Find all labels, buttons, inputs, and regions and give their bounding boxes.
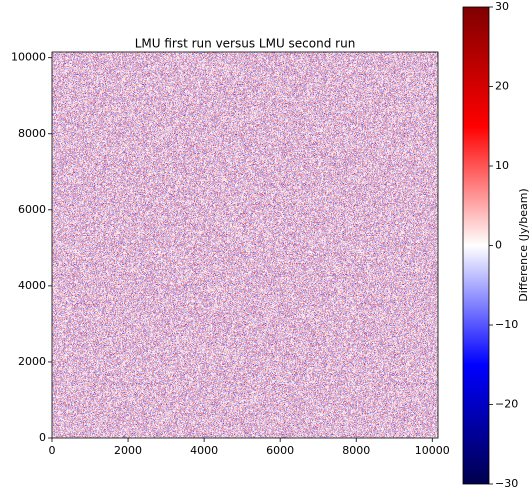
- x-tick-label: 0: [49, 444, 56, 457]
- y-tick-label: 8000: [18, 127, 46, 140]
- colorbar-tick-label: 20: [495, 80, 509, 93]
- chart-title: LMU first run versus LMU second run: [135, 37, 356, 51]
- x-tick-label: 8000: [342, 444, 370, 457]
- x-tick-label: 10000: [415, 444, 450, 457]
- y-tick-label: 10000: [11, 51, 46, 64]
- colorbar-tick-label: −10: [495, 318, 518, 331]
- heatmap-image: [52, 52, 438, 438]
- colorbar-tick-label: −20: [495, 398, 518, 411]
- colorbar-label: Difference (Jy/beam): [517, 188, 530, 301]
- x-tick-label: 4000: [190, 444, 218, 457]
- colorbar: [463, 7, 489, 484]
- x-tick-label: 2000: [114, 444, 142, 457]
- colorbar-tick-label: 30: [495, 0, 509, 13]
- colorbar-tick-label: 0: [495, 239, 502, 252]
- y-tick-label: 4000: [18, 279, 46, 292]
- colorbar-tick-label: −30: [495, 477, 518, 490]
- x-tick-label: 6000: [266, 444, 294, 457]
- y-tick-label: 2000: [18, 355, 46, 368]
- y-tick-label: 6000: [18, 203, 46, 216]
- y-tick-label: 0: [39, 431, 46, 444]
- plot-frame: [51, 51, 439, 439]
- colorbar-tick-label: 10: [495, 159, 509, 172]
